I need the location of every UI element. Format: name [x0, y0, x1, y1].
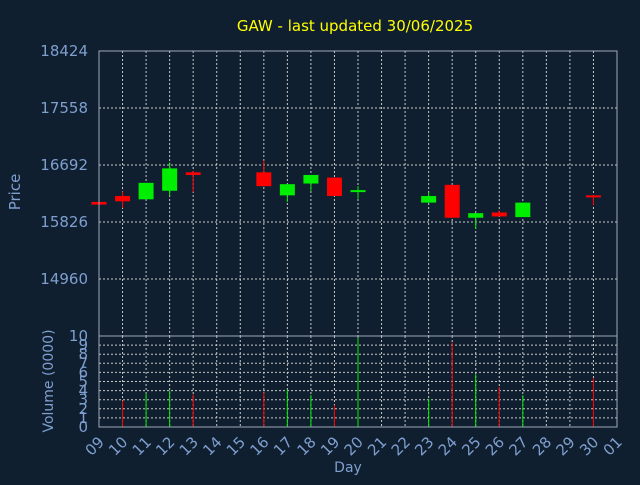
plot-frames: [98, 50, 618, 428]
volume-tick-label: 8: [78, 345, 88, 363]
volume-tick-label: 4: [78, 382, 88, 400]
volume-tick-label: 5: [78, 373, 88, 391]
volume-series: [122, 337, 594, 427]
day-tick-label: 11: [129, 433, 155, 459]
day-tick-label: 10: [105, 433, 131, 459]
candle-body: [303, 174, 319, 184]
day-tick-label: 27: [505, 433, 531, 459]
day-tick-label: 20: [341, 433, 367, 459]
candle-body: [162, 168, 178, 191]
day-tick-label: 15: [223, 433, 249, 459]
volume-plot-frame: [98, 335, 618, 428]
day-tick-label: 14: [199, 433, 225, 459]
candle-body: [491, 212, 507, 217]
day-tick-label: 21: [364, 433, 390, 459]
candle-body: [421, 196, 437, 203]
candle-body: [585, 195, 601, 198]
day-tick-label: 26: [482, 433, 508, 459]
volume-tick-label: 1: [78, 409, 88, 427]
candle-body: [256, 172, 272, 187]
day-tick-label: 16: [246, 433, 272, 459]
volume-tick-label: 10: [69, 327, 88, 345]
day-tick-label: 25: [458, 433, 484, 459]
day-tick-label: 28: [529, 433, 555, 459]
price-tick-label: 14960: [40, 270, 88, 288]
volume-tick-label: 3: [78, 391, 88, 409]
candle-body: [279, 184, 295, 196]
day-tick-label: 13: [176, 433, 202, 459]
price-tick-label: 17558: [40, 99, 88, 117]
candle-body: [515, 202, 531, 218]
candle-body: [350, 190, 366, 193]
volume-tick-label: 7: [78, 354, 88, 372]
day-tick-label: 23: [411, 433, 437, 459]
candle-body: [326, 177, 342, 197]
day-tick-label: 24: [435, 433, 461, 459]
price-grid: [98, 50, 618, 336]
day-tick-label: 19: [317, 433, 343, 459]
volume-tick-label: 0: [78, 418, 88, 436]
candle-body: [468, 213, 484, 218]
price-tick-label: 15826: [40, 213, 88, 231]
day-tick-label: 12: [152, 433, 178, 459]
day-tick-label: 09: [82, 433, 108, 459]
day-axis-label: Day: [334, 460, 362, 476]
day-tick-label: 22: [388, 433, 414, 459]
volume-tick-label: 2: [78, 400, 88, 418]
candle-body: [444, 184, 460, 218]
volume-tick-label: 6: [78, 363, 88, 381]
price-axis-label: Price: [6, 174, 24, 211]
price-tick-label: 16692: [40, 156, 88, 174]
chart-title: GAW - last updated 30/06/2025: [237, 17, 473, 35]
price-tick-label: 18424: [40, 42, 88, 60]
day-tick-label: 29: [553, 433, 579, 459]
day-tick-label: 01: [600, 433, 626, 459]
candle-body: [115, 196, 131, 202]
candle-body: [138, 182, 154, 200]
day-tick-label: 30: [576, 433, 602, 459]
volume-axis-label: Volume (0000): [41, 329, 57, 432]
day-tick-label: 18: [294, 433, 320, 459]
candlestick-series: [91, 160, 601, 229]
day-x-ticks: 0910111213141516171819202122232425262728…: [82, 433, 626, 459]
volume-tick-label: 9: [78, 336, 88, 354]
candle-body: [185, 172, 201, 175]
price-y-ticks: 14960 15826 16692 17558 18424: [40, 42, 88, 288]
day-tick-label: 17: [270, 433, 296, 459]
